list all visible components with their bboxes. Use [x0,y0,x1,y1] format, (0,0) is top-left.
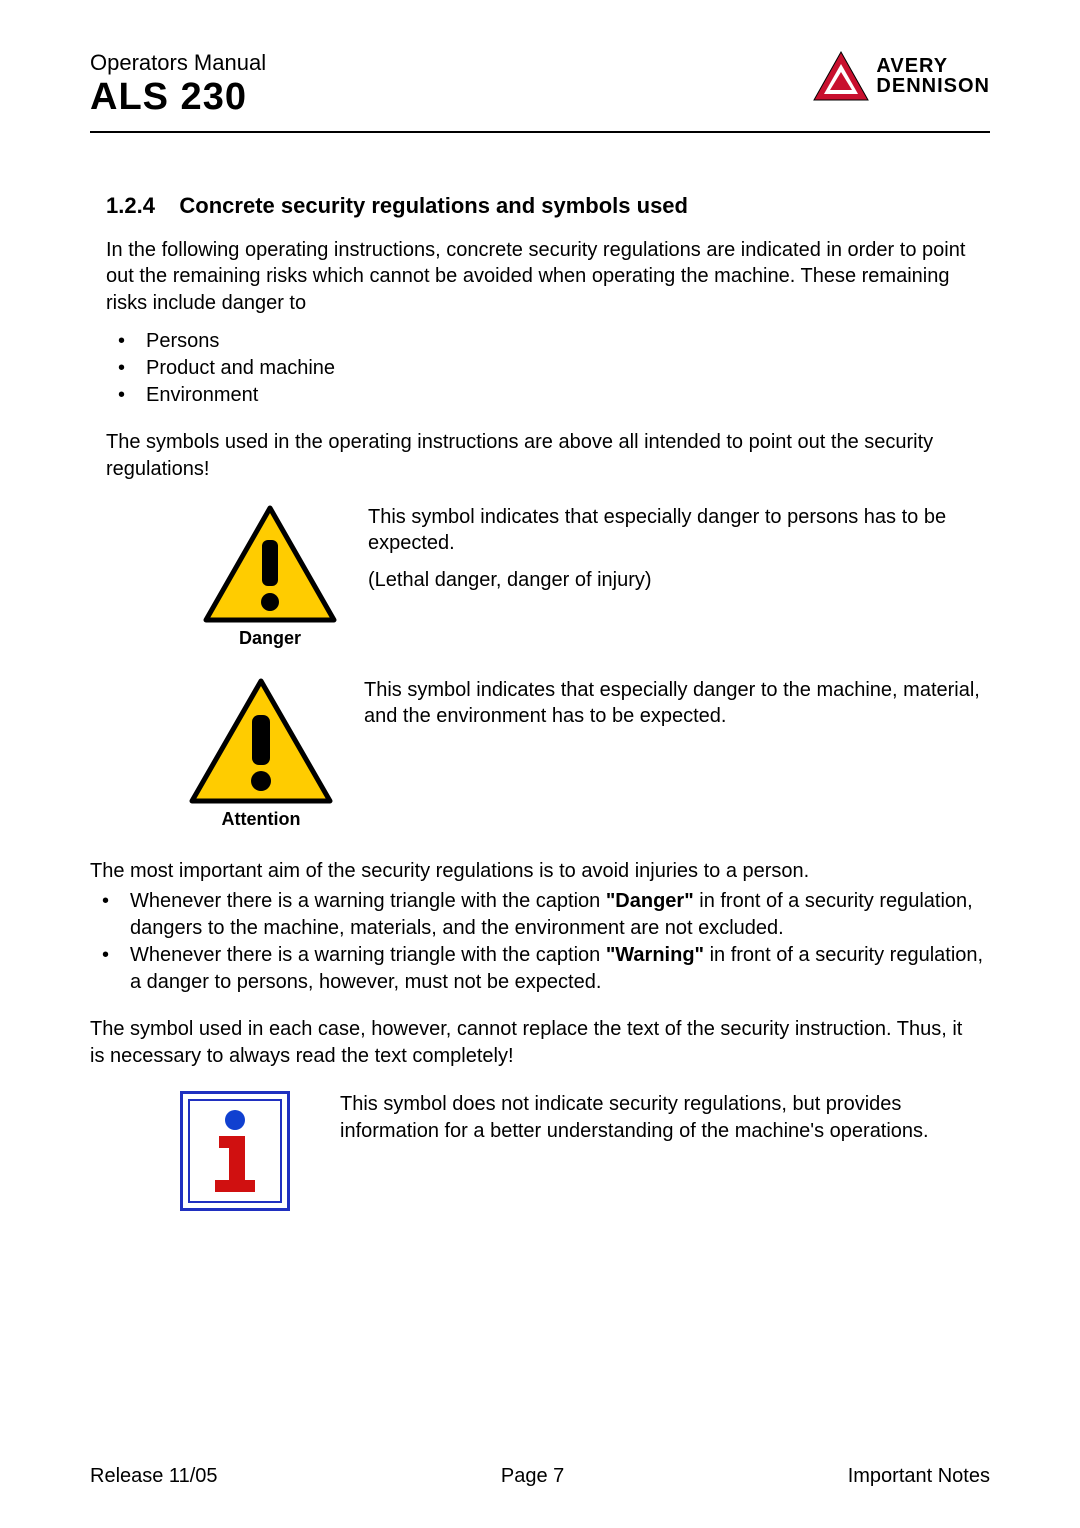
risk-list: Persons Product and machine Environment [110,328,990,409]
logo-text: AVERY DENNISON [876,56,990,96]
list-item: Persons [110,328,990,355]
symbols-lead: The symbols used in the operating instru… [106,429,980,482]
list-item: Environment [110,382,990,409]
danger-symbol-row: Danger This symbol indicates that especi… [200,504,980,649]
bullet-bold: "Warning" [606,944,704,966]
section-number: 1.2.4 [106,193,155,218]
logo-text-top: AVERY [876,56,990,76]
bullet-pre: Whenever there is a warning triangle wit… [130,890,606,912]
danger-text: This symbol indicates that especially da… [368,504,980,603]
page-footer: Release 11/05 Page 7 Important Notes [90,1465,990,1488]
footer-center: Page 7 [501,1465,564,1488]
section-title: Concrete security regulations and symbol… [179,193,688,218]
manual-title: Operators Manual [90,50,266,76]
danger-p2: (Lethal danger, danger of injury) [368,567,980,593]
info-symbol [180,1091,290,1211]
section-heading: 1.2.4 Concrete security regulations and … [106,193,990,219]
page-header: Operators Manual ALS 230 AVERY DENNISON [90,50,990,133]
info-icon [205,1106,265,1196]
attention-p1: This symbol indicates that especially da… [364,677,980,730]
info-text: This symbol does not indicate security r… [340,1091,980,1154]
aim-bullets: Whenever there is a warning triangle wit… [94,888,990,996]
attention-caption: Attention [222,809,301,830]
logo-text-bottom: DENNISON [876,76,990,96]
aim-outro: The symbol used in each case, however, c… [90,1016,980,1069]
list-item: Whenever there is a warning triangle wit… [94,888,990,942]
header-left: Operators Manual ALS 230 [90,50,266,119]
attention-symbol: Attention [186,677,336,830]
footer-right: Important Notes [848,1465,990,1488]
attention-text: This symbol indicates that especially da… [364,677,980,740]
danger-p1: This symbol indicates that especially da… [368,504,980,557]
list-item: Product and machine [110,355,990,382]
bullet-pre: Whenever there is a warning triangle wit… [130,944,606,966]
attention-symbol-row: Attention This symbol indicates that esp… [186,677,980,830]
intro-paragraph: In the following operating instructions,… [106,237,980,316]
danger-caption: Danger [239,628,301,649]
attention-triangle-icon [186,677,336,807]
logo-triangle-icon [812,50,870,102]
info-symbol-row: This symbol does not indicate security r… [180,1091,980,1211]
danger-symbol: Danger [200,504,340,649]
info-p: This symbol does not indicate security r… [340,1091,980,1144]
list-item: Whenever there is a warning triangle wit… [94,942,990,996]
danger-triangle-icon [200,504,340,626]
brand-logo: AVERY DENNISON [812,50,990,102]
bullet-bold: "Danger" [606,890,694,912]
product-name: ALS 230 [90,76,266,119]
footer-left: Release 11/05 [90,1465,218,1488]
aim-intro: The most important aim of the security r… [90,858,980,884]
